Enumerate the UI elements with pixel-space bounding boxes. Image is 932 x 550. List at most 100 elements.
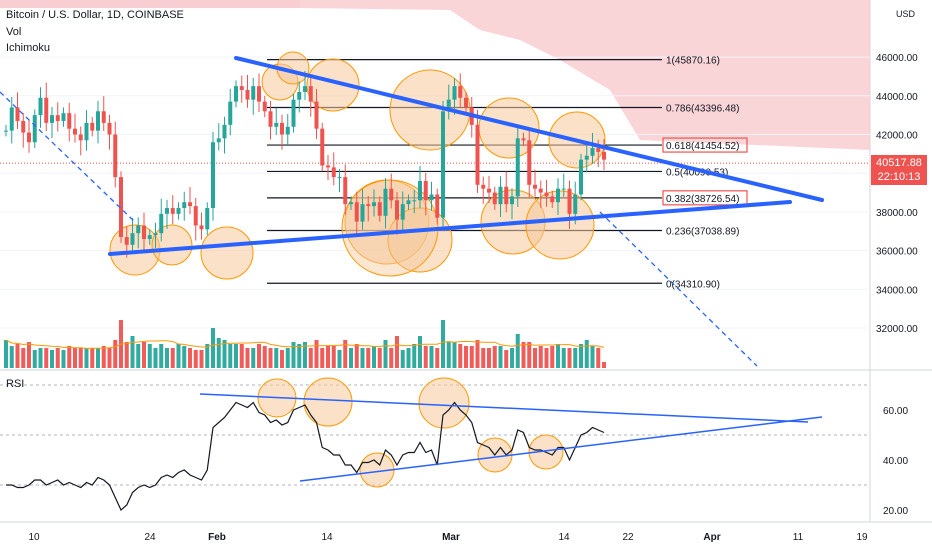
volume-bar (573, 348, 578, 368)
candle-body (50, 115, 54, 123)
volume-bar (38, 348, 43, 368)
fib-label: 0.786(43396.48) (666, 103, 739, 114)
rsi-pane (0, 377, 870, 511)
fib-label: 0.382(38726.54) (666, 194, 739, 205)
annotation-circle (151, 224, 193, 266)
fib-highlight-box (662, 190, 748, 206)
volume-bar (27, 342, 31, 368)
candle-body (504, 186, 509, 205)
volume-bar (61, 350, 66, 368)
candle-body (78, 134, 83, 141)
candle-body (389, 188, 394, 201)
rsi-support-line (299, 416, 823, 482)
volume-bar (101, 346, 106, 368)
volume-bar (464, 346, 468, 368)
volume-bar (314, 340, 319, 368)
candle-body (377, 202, 382, 216)
volume-bar (538, 346, 543, 368)
candle-body (429, 194, 434, 201)
volume-bar (331, 346, 336, 368)
indicator-vol[interactable]: Vol (6, 26, 22, 38)
candle-body (446, 99, 451, 112)
rsi-tick: 40.00 (883, 456, 908, 467)
candle-body (107, 122, 112, 135)
candle-body (510, 196, 514, 205)
time-tick: 14 (321, 532, 333, 543)
candle-body (222, 124, 227, 139)
candle-body (142, 225, 146, 239)
volume-bar (423, 346, 428, 368)
candle-body (337, 177, 342, 179)
volume-bar (285, 348, 290, 368)
volume-bar (469, 346, 474, 368)
volume-bar (130, 336, 135, 368)
volume-bar (446, 342, 451, 368)
volume-bar (550, 346, 555, 368)
volume-bar (487, 348, 491, 368)
candlesticks (4, 71, 606, 258)
volume-bar (216, 338, 221, 368)
candle-body (153, 233, 158, 236)
volume-bar (475, 340, 480, 368)
candle-body (239, 86, 244, 90)
volume-bar (354, 344, 359, 368)
volume-bar (188, 348, 192, 368)
volume-bar (303, 342, 307, 368)
volume-bar (165, 348, 169, 368)
candle-body (320, 128, 325, 166)
volume-bar (21, 348, 26, 368)
annotation-circle (306, 58, 360, 112)
candle-body (205, 208, 210, 230)
candle-body (32, 115, 37, 143)
time-tick: 24 (144, 532, 156, 543)
candle-body (602, 151, 606, 160)
annotation-circle (200, 226, 254, 280)
volume-bar (498, 346, 503, 368)
volume-bar (492, 346, 497, 368)
candle-body (228, 101, 233, 125)
time-tick: Feb (208, 532, 226, 543)
rsi-label[interactable]: RSI (6, 378, 25, 390)
volume-bar (96, 348, 100, 368)
volume-bar (590, 346, 595, 368)
volume-bar (147, 344, 152, 368)
volume-bar (280, 350, 284, 368)
volume-bar (360, 348, 365, 368)
candle-body (527, 140, 532, 185)
rsi-tick: 60.00 (883, 406, 908, 417)
fib-label: 0.236(37038.89) (666, 226, 739, 237)
candle-body (412, 200, 417, 202)
volume-bar (533, 348, 537, 368)
candle-body (314, 101, 319, 129)
volume-bar (412, 344, 417, 368)
candle-body (596, 148, 601, 152)
fib-label: 1(45870.16) (666, 56, 720, 67)
volume-ma-line (5, 339, 605, 349)
ichimoku-cloud (0, 0, 870, 150)
candle-body (533, 184, 537, 189)
volume-bar (159, 344, 164, 368)
volume-bar (395, 336, 399, 368)
candle-body (38, 97, 43, 116)
volume-bar (205, 344, 210, 368)
candle-body (119, 177, 123, 238)
fib-highlight-box (662, 137, 748, 153)
current-price: 40517.88 (876, 157, 922, 169)
candle-body (360, 204, 365, 222)
candle-body (199, 225, 204, 230)
candle-body (538, 188, 543, 193)
candle-body (130, 233, 135, 245)
candle-body (326, 165, 330, 168)
volume-bar (320, 348, 325, 368)
candle-body (147, 235, 152, 239)
candle-body (211, 142, 215, 209)
volume-bar (228, 344, 233, 368)
volume-bar (153, 348, 158, 368)
candle-body (435, 194, 440, 218)
volume-bar (257, 344, 261, 368)
candle-body (481, 184, 486, 189)
indicator-ichimoku[interactable]: Ichimoku (6, 42, 51, 54)
candle-body (9, 107, 14, 131)
volume-bar (211, 328, 215, 368)
